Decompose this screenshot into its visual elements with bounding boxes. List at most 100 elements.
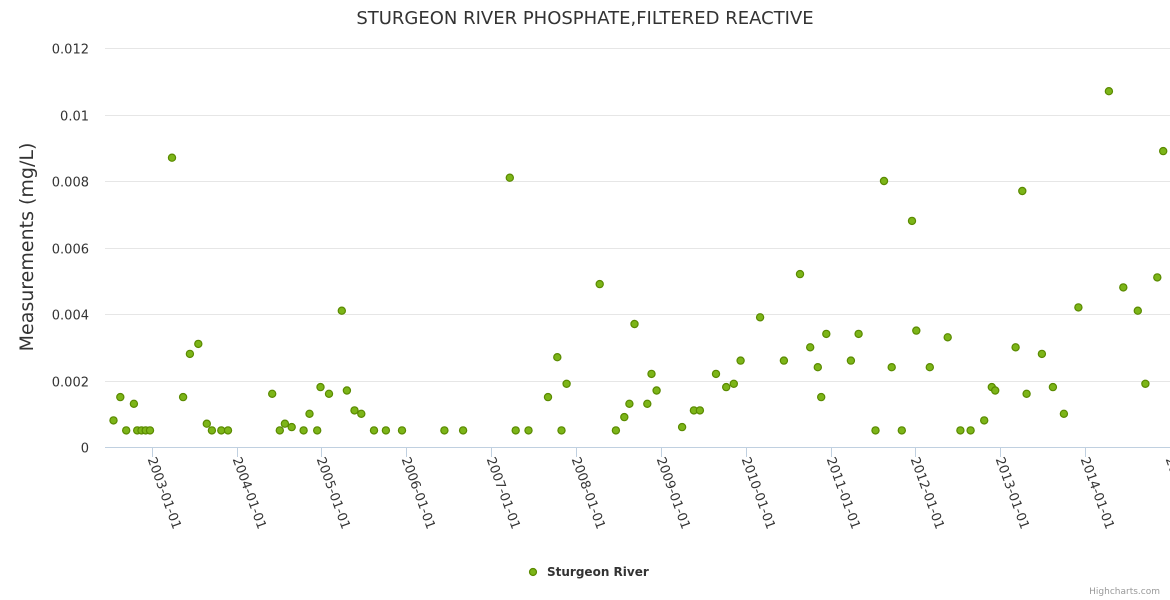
y-tick-label: 0.012: [52, 43, 89, 58]
data-point[interactable]: [305, 409, 314, 418]
data-point[interactable]: [223, 426, 233, 435]
data-point[interactable]: [887, 363, 896, 372]
data-point[interactable]: [1119, 283, 1128, 292]
data-point[interactable]: [925, 363, 935, 372]
data-point[interactable]: [1074, 303, 1083, 312]
data-point[interactable]: [729, 379, 739, 388]
x-tick-label: 2013-01-01: [992, 455, 1032, 531]
data-point[interactable]: [357, 409, 366, 418]
data-point[interactable]: [980, 416, 989, 425]
data-point[interactable]: [194, 339, 203, 349]
x-tick-label: 2012-01-01: [907, 455, 947, 531]
y-tick-label: 0: [81, 442, 89, 457]
x-tick-label: 2011-01-01: [823, 455, 863, 531]
y-axis-label: Measurements (mg/L): [16, 143, 38, 352]
data-point[interactable]: [313, 426, 322, 435]
data-point[interactable]: [1018, 186, 1027, 196]
data-point[interactable]: [553, 353, 562, 362]
data-point[interactable]: [871, 426, 880, 435]
data-point[interactable]: [524, 426, 533, 435]
data-point[interactable]: [350, 406, 359, 415]
data-point[interactable]: [369, 426, 379, 435]
data-point[interactable]: [611, 426, 621, 435]
data-point[interactable]: [505, 173, 514, 182]
data-point[interactable]: [879, 176, 889, 186]
data-point[interactable]: [956, 426, 965, 435]
data-point[interactable]: [854, 329, 863, 339]
data-point[interactable]: [813, 363, 823, 372]
legend-label[interactable]: Sturgeon River: [547, 565, 649, 579]
data-point[interactable]: [557, 426, 566, 435]
data-point[interactable]: [129, 399, 139, 408]
x-tick-label: 2006-01-01: [398, 455, 438, 531]
data-point[interactable]: [966, 426, 975, 435]
data-point[interactable]: [397, 426, 407, 435]
data-point[interactable]: [722, 382, 731, 392]
x-tick-label: 2015-01-01: [1162, 455, 1170, 531]
data-point[interactable]: [268, 389, 277, 398]
data-point[interactable]: [711, 369, 721, 379]
data-point[interactable]: [337, 306, 346, 315]
data-point[interactable]: [643, 399, 652, 408]
data-point[interactable]: [1141, 379, 1150, 388]
data-point[interactable]: [907, 216, 917, 226]
data-point[interactable]: [116, 392, 125, 402]
data-point[interactable]: [316, 382, 325, 392]
data-point[interactable]: [167, 153, 177, 162]
data-point[interactable]: [677, 422, 687, 432]
data-point[interactable]: [1153, 273, 1162, 282]
x-tick-label: 2004-01-01: [229, 455, 269, 531]
chart-title: STURGEON RIVER PHOSPHATE,FILTERED REACTI…: [356, 8, 813, 29]
data-point[interactable]: [1104, 86, 1114, 96]
data-point[interactable]: [795, 269, 805, 279]
data-point[interactable]: [647, 369, 656, 379]
data-point[interactable]: [991, 386, 1000, 395]
data-point[interactable]: [458, 426, 468, 435]
data-point[interactable]: [817, 392, 826, 402]
data-point[interactable]: [943, 333, 952, 342]
data-point[interactable]: [1037, 349, 1047, 359]
data-point[interactable]: [207, 426, 217, 435]
data-point[interactable]: [178, 392, 188, 402]
data-point[interactable]: [324, 389, 334, 398]
data-point[interactable]: [846, 356, 856, 365]
credits-link[interactable]: Highcharts.com: [1089, 587, 1160, 597]
data-point[interactable]: [822, 329, 831, 339]
data-point[interactable]: [1011, 343, 1020, 352]
data-point[interactable]: [736, 356, 745, 365]
data-point[interactable]: [145, 426, 155, 435]
legend-marker[interactable]: [528, 567, 538, 577]
data-point[interactable]: [381, 426, 391, 435]
legend[interactable]: Sturgeon River: [528, 565, 649, 579]
data-point[interactable]: [1048, 382, 1058, 392]
data-point[interactable]: [287, 422, 296, 432]
data-point[interactable]: [595, 279, 604, 289]
data-point[interactable]: [543, 392, 553, 402]
data-point[interactable]: [620, 412, 629, 422]
data-point[interactable]: [1133, 306, 1143, 315]
data-point[interactable]: [755, 313, 765, 322]
data-point[interactable]: [1158, 146, 1168, 156]
data-point[interactable]: [280, 419, 290, 428]
data-point[interactable]: [625, 399, 634, 408]
data-point[interactable]: [806, 343, 815, 352]
data-point[interactable]: [912, 326, 921, 335]
data-point[interactable]: [121, 426, 131, 435]
data-point[interactable]: [440, 426, 449, 435]
data-point[interactable]: [275, 426, 284, 435]
data-point[interactable]: [185, 349, 195, 359]
data-point[interactable]: [342, 386, 352, 395]
data-point[interactable]: [562, 379, 571, 388]
data-point[interactable]: [652, 386, 661, 395]
data-point[interactable]: [299, 426, 308, 435]
y-axis-ticks: 0 0.002 0.004 0.006 0.008 0.01 0.012: [52, 43, 89, 457]
data-point[interactable]: [897, 426, 907, 435]
data-point[interactable]: [779, 356, 789, 365]
data-point[interactable]: [1059, 409, 1069, 418]
data-point[interactable]: [695, 406, 705, 415]
data-point[interactable]: [202, 419, 211, 428]
data-point[interactable]: [630, 319, 639, 329]
data-point[interactable]: [1022, 389, 1031, 398]
data-point[interactable]: [511, 426, 520, 435]
data-point[interactable]: [109, 416, 118, 425]
